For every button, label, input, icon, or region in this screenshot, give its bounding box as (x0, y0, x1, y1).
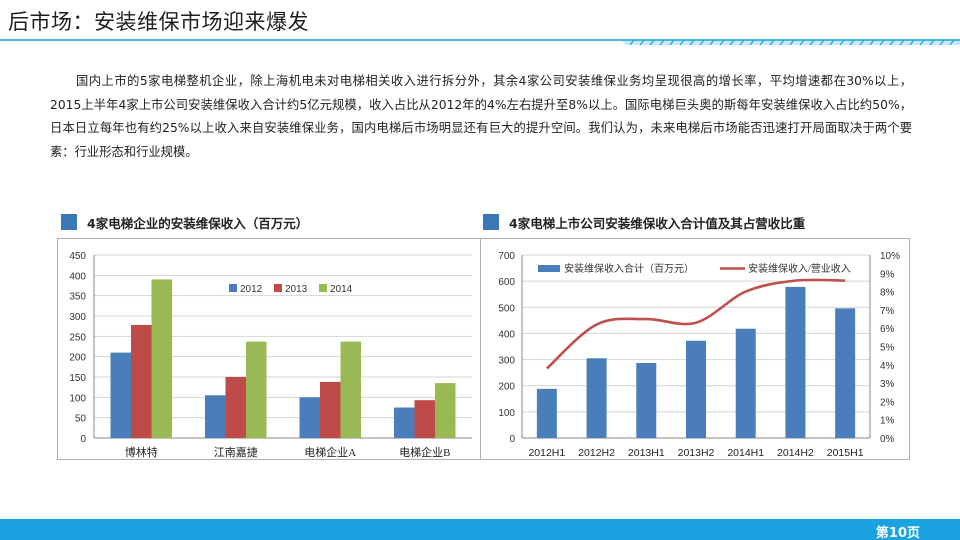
y-tick-label-left: 700 (498, 251, 515, 262)
x-tick-label: 2013H1 (628, 447, 665, 459)
y-tick-label-right: 0% (880, 434, 895, 445)
bar-2014 (435, 383, 456, 438)
y-tick-label: 0 (80, 434, 86, 445)
bar-2013 (225, 377, 246, 438)
bar-revenue (735, 328, 756, 438)
x-tick-label: 博林特 (125, 445, 158, 459)
heading-marker (61, 214, 77, 230)
y-tick-label-left: 0 (509, 434, 515, 445)
legend-swatch (319, 284, 327, 292)
page-number: 第10页 (875, 526, 920, 540)
x-tick-label: 电梯企业B (399, 445, 450, 459)
right-chart-title: 4家电梯上市公司安装维保收入合计值及其占营收比重 (509, 215, 806, 231)
right-combo-chart: 0 100 200 300 400 500 600 700 0% 1% 2% 3% 4% 5% 6% 7% 8%… (480, 238, 910, 460)
y-tick-label-left: 300 (498, 356, 515, 367)
title-underline (0, 39, 960, 46)
x-tick-label: 2015H1 (827, 447, 864, 459)
bar-2013 (414, 400, 435, 438)
y-tick-label-right: 2% (880, 397, 895, 408)
legend-swatch-bar (538, 265, 560, 272)
y-tick-label-right: 7% (880, 306, 895, 317)
y-tick-label: 50 (75, 414, 87, 425)
y-tick-label: 400 (69, 271, 86, 282)
y-tick-label: 150 (69, 373, 86, 384)
y-tick-label-left: 500 (498, 303, 515, 314)
legend-label-bar: 安装维保收入合计（百万元） (564, 262, 694, 275)
bar-revenue (835, 308, 856, 438)
legend-label: 2013 (285, 284, 308, 295)
x-tick-label: 2014H1 (727, 447, 764, 459)
footer-bar (0, 519, 960, 540)
y-tick-label-left: 100 (498, 408, 515, 419)
bar-2012 (394, 407, 415, 438)
x-tick-label: 2012H2 (578, 447, 615, 459)
x-tick-label: 2012H1 (528, 447, 565, 459)
bar-2012 (205, 395, 226, 438)
y-tick-label: 200 (69, 353, 86, 364)
y-tick-label-right: 5% (880, 343, 895, 354)
x-tick-label: 电梯企业A (304, 445, 356, 459)
bar-revenue (586, 358, 607, 438)
bar-2014 (151, 279, 172, 438)
left-chart-title: 4家电梯企业的安装维保收入（百万元） (87, 215, 309, 231)
y-tick-label-right: 9% (880, 269, 895, 280)
bar-2013 (131, 324, 152, 438)
left-bar-chart: 0 50 100 150 200 250 300 350 400 450 博林特 江南嘉捷 电梯企业A 电… (57, 238, 482, 460)
bar-2014 (246, 341, 267, 438)
ratio-line (545, 278, 846, 370)
y-tick-label-right: 4% (880, 361, 895, 372)
y-tick-label-left: 600 (498, 277, 515, 288)
legend-swatch (229, 284, 237, 292)
left-chart-heading: 4家电梯企业的安装维保收入（百万元） (61, 212, 308, 232)
bar-revenue (785, 286, 806, 438)
bar-2012 (299, 397, 320, 438)
y-tick-label: 350 (69, 292, 86, 303)
page-title: 后市场：安装维保市场迎来爆发 (8, 10, 309, 34)
y-tick-label-left: 400 (498, 329, 515, 340)
x-tick-label: 2014H2 (777, 447, 814, 459)
legend-label: 2012 (240, 284, 263, 295)
right-chart-heading: 4家电梯上市公司安装维保收入合计值及其占营收比重 (483, 212, 805, 232)
bar-2014 (340, 341, 361, 438)
legend-swatch (274, 284, 282, 292)
y-tick-label: 300 (69, 312, 86, 323)
intro-paragraph: 国内上市的5家电梯整机企业，除上海机电未对电梯相关收入进行拆分外，其余4家公司安… (50, 74, 912, 159)
legend-label: 2014 (330, 284, 353, 295)
y-tick-label: 450 (69, 251, 86, 262)
heading-marker (483, 214, 499, 230)
bar-revenue (636, 362, 657, 438)
legend-label-line: 安装维保收入/营业收入 (748, 262, 851, 275)
y-tick-label-right: 8% (880, 288, 895, 299)
y-tick-label-right: 6% (880, 324, 895, 335)
y-tick-label-right: 1% (880, 416, 895, 427)
y-tick-label: 100 (69, 393, 86, 404)
bar-2013 (320, 381, 341, 438)
y-tick-label: 250 (69, 332, 86, 343)
y-tick-label-left: 200 (498, 382, 515, 393)
bar-revenue (686, 340, 706, 438)
x-tick-label: 2013H2 (678, 447, 715, 459)
y-tick-label-right: 3% (880, 379, 895, 390)
title-underline-stripes (620, 39, 960, 46)
bar-2012 (110, 352, 131, 438)
x-tick-label: 江南嘉捷 (214, 445, 258, 459)
bar-revenue (536, 388, 557, 438)
y-tick-label-right: 10% (880, 251, 900, 262)
